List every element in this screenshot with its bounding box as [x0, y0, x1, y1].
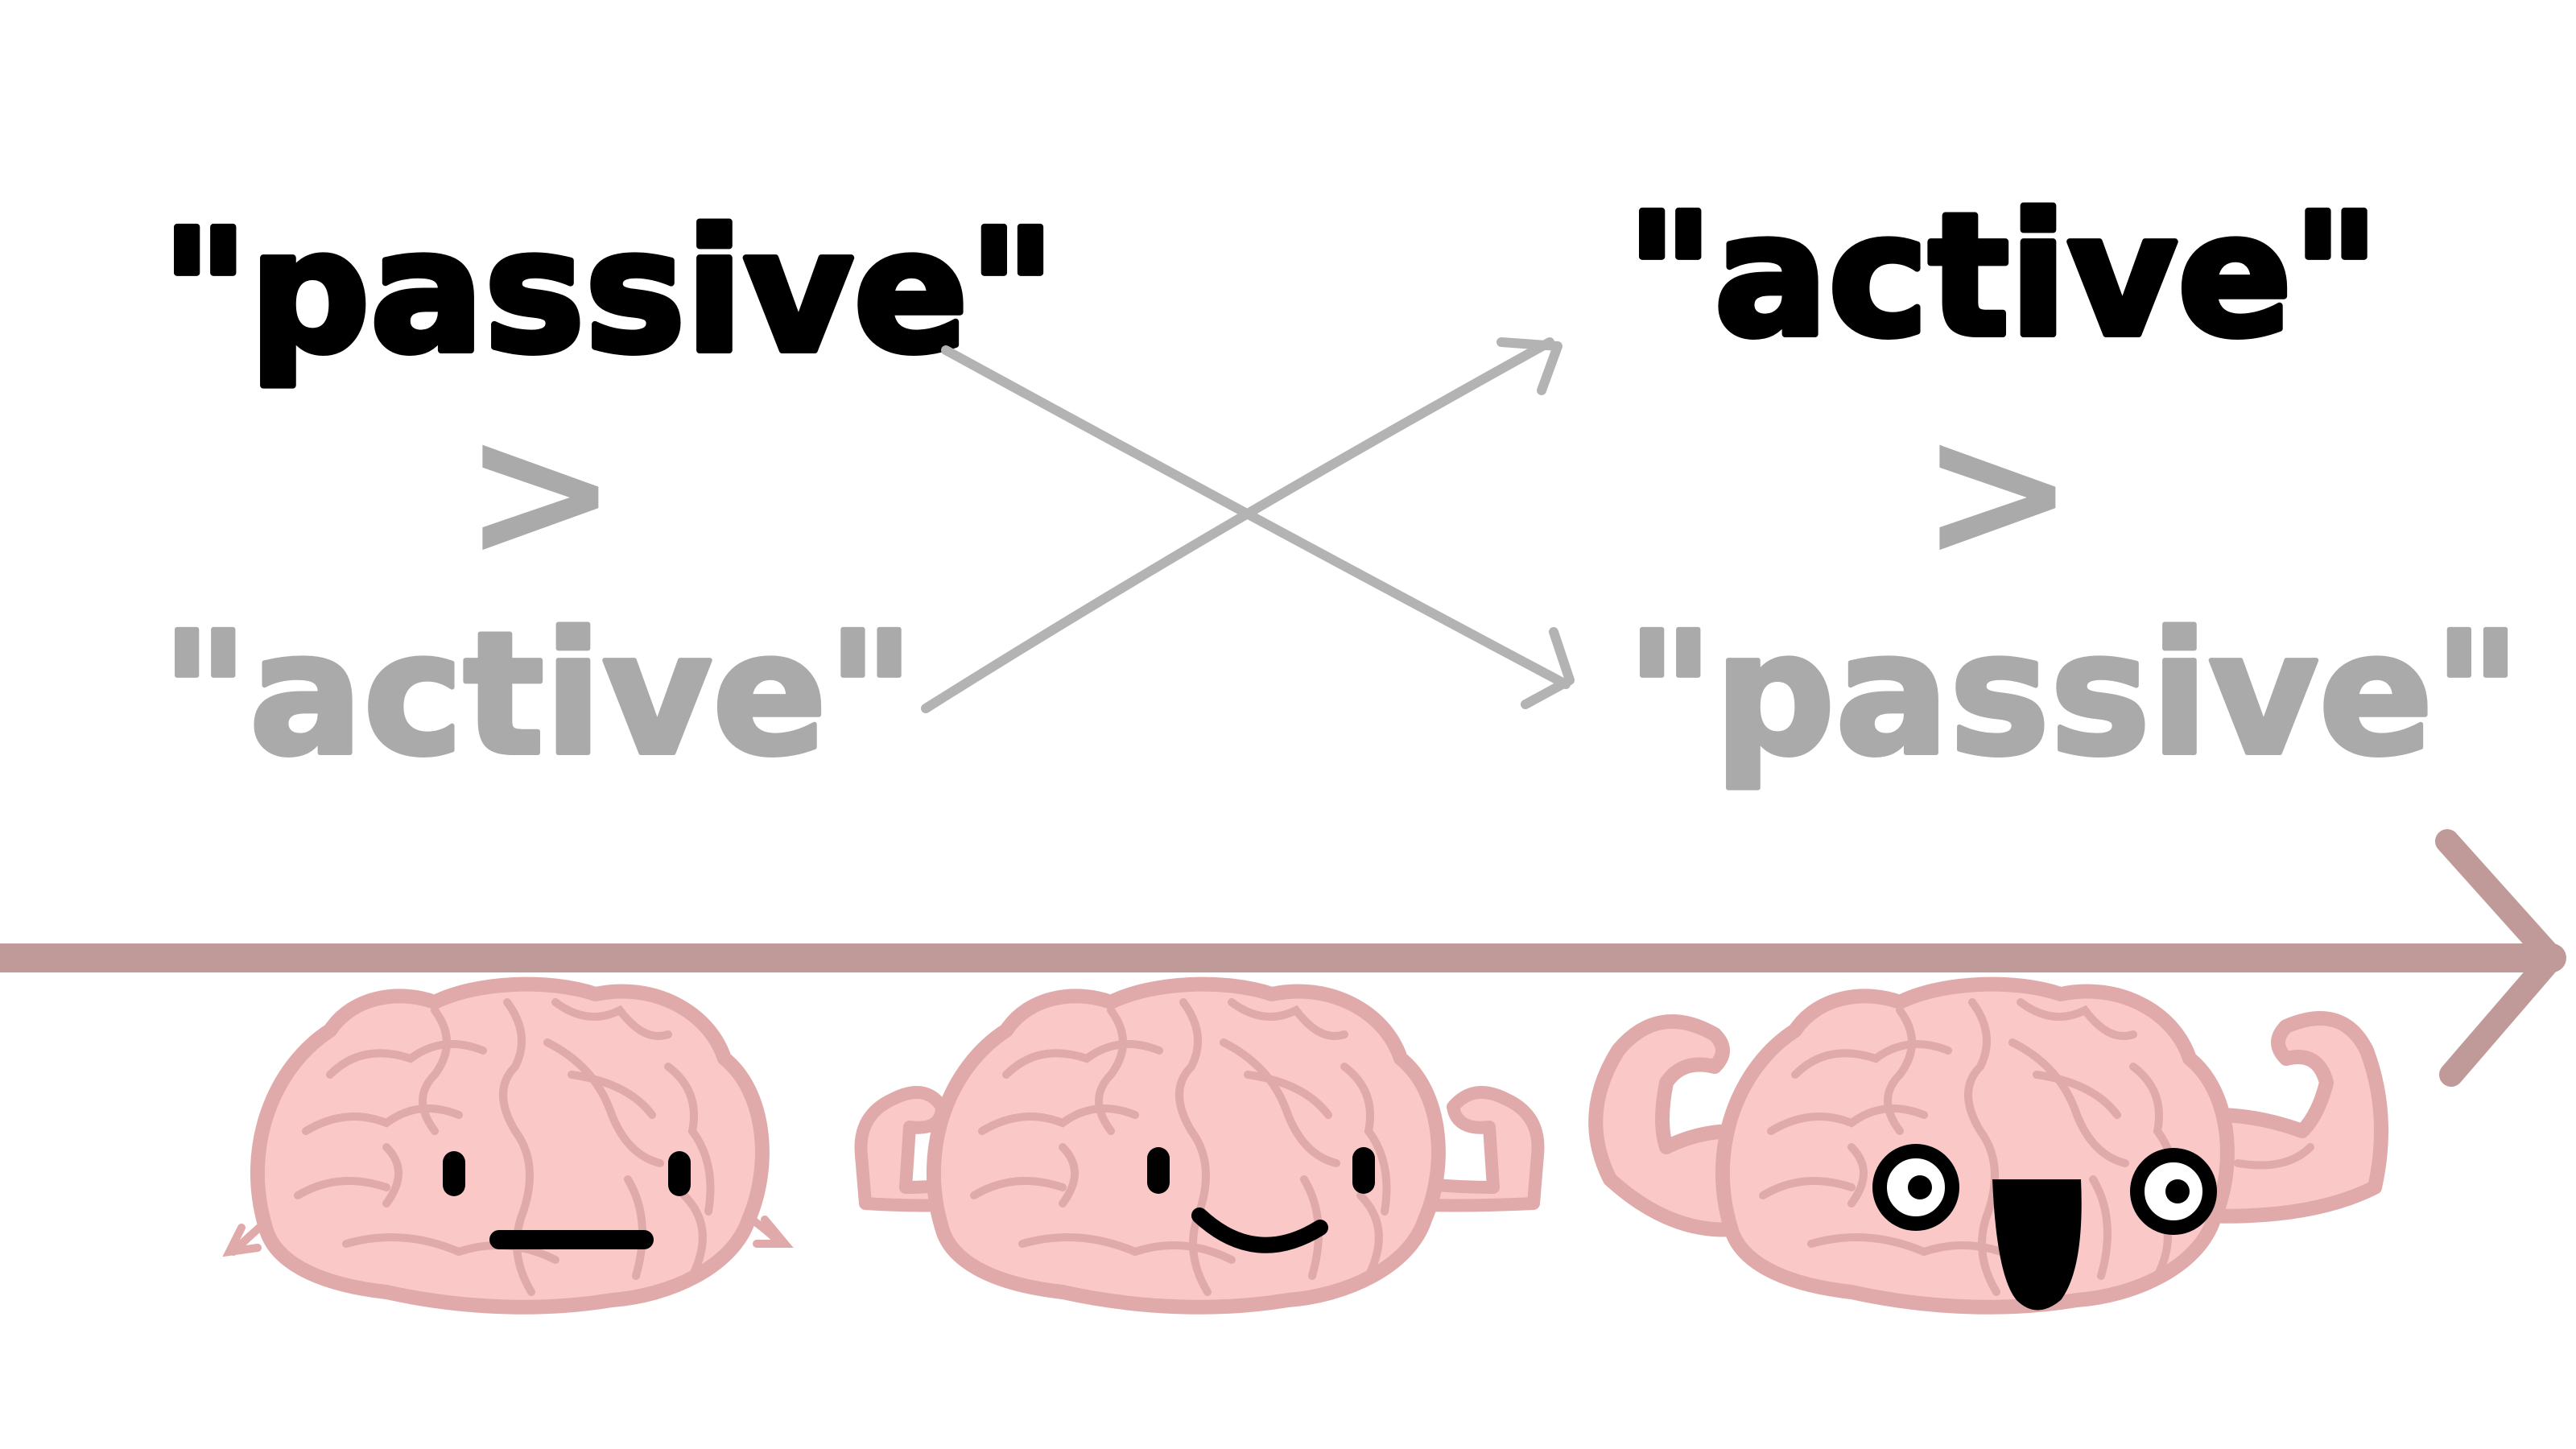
neutral-brain: [222, 985, 794, 1307]
cross-arrows: [921, 337, 1575, 713]
arrow-left-top-to-right-bottom: [941, 345, 1571, 689]
timeline-arrow: [0, 829, 2566, 1087]
arrow-left-bottom-to-right-top: [921, 337, 1554, 713]
arrow-left-bottom-to-right-top-head: [1496, 337, 1563, 395]
shocked-muscular-brain: [1588, 985, 2388, 1311]
right-comparison: "active" > "passive": [1623, 174, 2524, 795]
smiling-face: [1147, 1147, 1375, 1253]
left-comparison: "passive" > "active": [158, 190, 1059, 795]
smiling-brain: [854, 985, 1545, 1307]
shocked-face: [1872, 1144, 2217, 1311]
left-bottom-word: "active": [161, 596, 915, 793]
arrow-left-top-to-right-bottom-head: [1521, 627, 1575, 709]
right-top-word: "active": [1626, 177, 2380, 374]
left-top-word: "passive": [161, 193, 1056, 390]
right-operator: >: [1920, 385, 2075, 600]
neutral-face: [443, 1151, 691, 1249]
right-bottom-word: "passive": [1626, 596, 2521, 793]
left-operator: >: [463, 385, 618, 600]
